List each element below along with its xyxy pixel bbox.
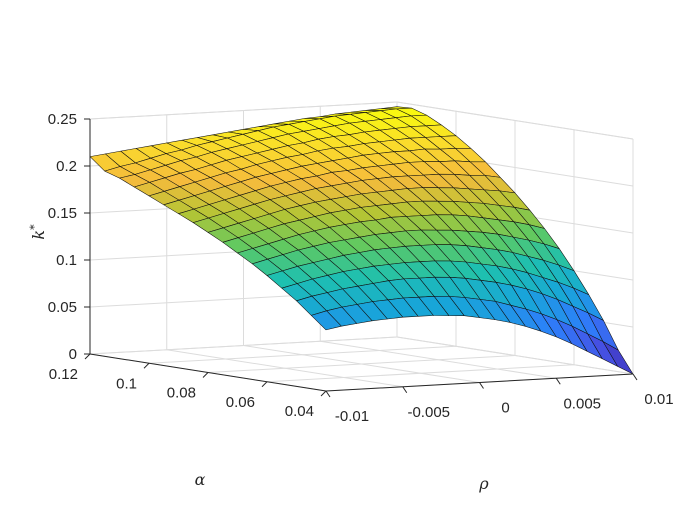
box-edge-top-right	[396, 101, 634, 140]
x-tick-mark	[479, 382, 484, 389]
y-tick-mark	[261, 381, 268, 388]
surface-cell	[311, 310, 342, 331]
y-axis-label: α	[195, 470, 206, 489]
x-tick-label: 0.005	[563, 395, 601, 412]
surface	[89, 106, 634, 375]
x-tick-label: -0.005	[407, 404, 450, 421]
axes-lines	[84, 118, 638, 398]
y-tick-mark	[143, 362, 150, 369]
y-tick-mark	[202, 372, 209, 378]
grid-line-alpha-floor	[207, 355, 516, 373]
x-axis-label: ρ	[478, 474, 489, 493]
z-tick-label: 0.05	[48, 299, 77, 316]
z-axis-label: k*	[28, 224, 48, 240]
grid-line-z-backwall	[89, 336, 398, 355]
z-tick-label: 0	[69, 346, 77, 363]
grid-line-alpha-floor	[148, 345, 457, 364]
x-tick-label: -0.01	[335, 408, 369, 425]
tick-labels: -0.01 -0.005 0 0.005 0.01 0.04 0.06 0.08 0.1 0.12…	[48, 111, 674, 425]
y-tick-label: 0.06	[226, 394, 255, 411]
y-tick-label: 0.04	[285, 403, 314, 420]
x-tick-mark	[632, 373, 638, 381]
z-axis-label-superscript: *	[28, 224, 41, 230]
z-tick-label: 0.15	[48, 205, 77, 222]
z-tick-label: 0.1	[56, 252, 77, 269]
y-tick-label: 0.12	[49, 366, 78, 383]
grid-line-alpha-floor	[266, 364, 575, 383]
grid-line-z-rightwall	[396, 336, 634, 375]
x-tick-mark	[402, 386, 408, 394]
x-tick-label: 0.01	[644, 391, 673, 408]
z-axis-label-text: k*	[28, 224, 48, 240]
z-tick-label: 0.2	[56, 158, 77, 175]
box-edge-top-back	[89, 101, 398, 120]
y-tick-mark	[84, 353, 91, 360]
y-tick-label: 0.08	[167, 385, 196, 402]
x-tick-label: 0	[501, 400, 509, 417]
y-tick-mark	[320, 390, 327, 397]
x-tick-mark	[555, 377, 561, 385]
z-tick-label: 0.25	[48, 111, 77, 128]
y-tick-label: 0.1	[116, 375, 137, 392]
x-tick-mark	[325, 390, 331, 398]
